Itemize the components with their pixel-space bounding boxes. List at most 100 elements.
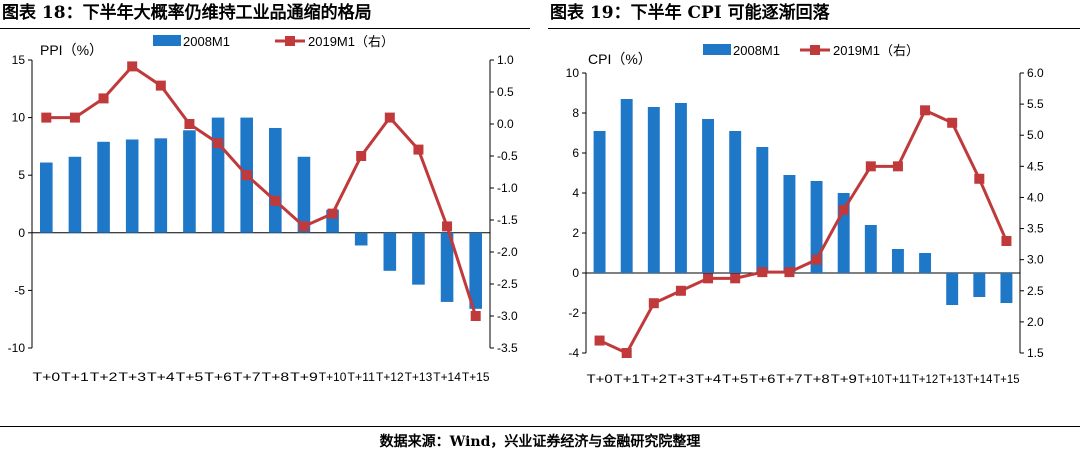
cpi-right-tick-label: 3.5 [1027,222,1044,236]
ppi-right-tick-label: -2.5 [497,277,518,291]
ppi-legend-line-label: 2019M1（右） [308,34,394,49]
cpi-category-label: T+6 [749,372,776,386]
cpi-category-label: T+11 [885,372,911,386]
cpi-bar [1000,273,1013,303]
cpi-left-tick-label: 2 [572,226,579,240]
ppi-line-marker [127,61,138,72]
ppi-right-tick-label: 1.0 [497,53,514,67]
ppi-category-label: T+3 [118,370,146,384]
cpi-bar [647,107,660,273]
ppi-category-label: T+1 [61,370,89,384]
ppi-bar [297,156,311,233]
ppi-y-axis-label: PPI（%） [40,42,103,58]
ppi-right-tick-label: -2.0 [497,245,518,259]
ppi-category-label: T+8 [262,370,290,384]
ppi-category-label: T+0 [33,370,61,384]
ppi-legend-line-marker [285,36,295,46]
cpi-line-marker [865,161,876,172]
cpi-category-label: T+2 [641,372,668,386]
cpi-line-marker [811,254,822,265]
ppi-line-marker [184,119,195,129]
cpi-category-label: T+4 [695,372,722,386]
cpi-line-marker [675,285,686,296]
cpi-category-label: T+8 [804,372,831,386]
cpi-category-label: T+7 [776,372,803,386]
cpi-right-tick-label: 4.5 [1027,159,1044,173]
cpi-line-marker [730,273,741,284]
figure-18-title: 图表 18：下半年大概率仍维持工业品通缩的格局 [2,3,372,23]
ppi-category-label: T+15 [462,370,490,384]
ppi-line-marker [241,170,252,181]
cpi-category-label: T+15 [993,372,1019,386]
ppi-line-marker [298,221,309,232]
cpi-category-label: T+13 [939,372,965,386]
ppi-bar [383,232,397,271]
cpi-line-marker [621,348,632,358]
cpi-left-tick-label: 6 [572,146,579,160]
ppi-left-tick-label: 0 [18,226,25,240]
ppi-bar [211,117,225,233]
cpi-right-tick-label: 1.5 [1027,346,1044,360]
ppi-bar [183,130,196,233]
ppi-line-marker [384,112,395,123]
ppi-right-tick-label: -1.0 [497,181,518,195]
cpi-right-tick-label: 6.0 [1027,66,1044,80]
ppi-bar [40,162,53,233]
ppi-line-marker [470,311,481,321]
ppi-bar [68,156,82,233]
ppi-category-label: T+6 [204,370,232,384]
ppi-left-tick-label: 10 [12,111,26,125]
cpi-category-label: T+12 [912,372,938,386]
cpi-left-tick-label: 8 [572,106,579,120]
cpi-bar [810,181,823,273]
cpi-line-marker [703,273,714,284]
ppi-category-label: T+2 [90,370,118,384]
cpi-bar [919,253,932,273]
ppi-line-marker [155,80,166,91]
cpi-line-marker [648,298,659,309]
cpi-category-label: T+0 [587,372,614,386]
ppi-bar [469,232,482,309]
ppi-line-marker [413,144,424,155]
cpi-right-tick-label: 2.5 [1027,284,1044,298]
cpi-line-marker [974,173,985,184]
figure-19-title: 图表 19：下半年 CPI 可能逐渐回落 [550,3,830,23]
ppi-category-label: T+12 [376,370,404,384]
cpi-bar [620,99,633,273]
cpi-left-tick-label: -2 [568,306,579,320]
ppi-right-tick-label: 0.0 [497,117,514,131]
ppi-series-line [46,64,478,317]
cpi-line-marker [784,267,795,278]
figure-18-title-rule [0,28,530,29]
cpi-right-tick-label: 5.0 [1027,128,1044,142]
cpi-category-label: T+5 [722,372,749,386]
cpi-category-label: T+14 [966,372,992,386]
figure-19-title-rule [548,28,1080,29]
cpi-legend-bar-label: 2008M1 [733,43,780,58]
ppi-line-marker [41,112,52,123]
ppi-right-tick-label: -3.5 [497,341,518,355]
cpi-bar [783,175,796,273]
ppi-category-label: T+4 [147,370,175,384]
ppi-line-marker [213,138,224,149]
cpi-right-tick-label: 2.0 [1027,315,1044,329]
ppi-category-label: T+7 [233,370,261,384]
ppi-left-tick-label: 15 [12,53,26,67]
ppi-line-marker [69,112,80,123]
ppi-right-tick-label: -0.5 [497,149,518,163]
cpi-bar [973,273,986,297]
cpi-bar [946,273,959,305]
cpi-legend-line-label: 2019M1（右） [833,43,919,58]
cpi-bar [729,131,742,273]
ppi-bar [97,141,110,233]
ppi-category-label: T+9 [290,370,318,384]
ppi-line-marker [442,221,453,232]
cpi-right-tick-label: 5.5 [1027,97,1044,111]
ppi-right-tick-label: -3.0 [497,309,518,323]
cpi-bar [756,147,769,273]
cpi-category-label: T+9 [831,372,858,386]
cpi-category-label: T+10 [858,372,884,386]
cpi-bar [702,119,715,273]
cpi-y-axis-label: CPI（%） [588,51,652,67]
